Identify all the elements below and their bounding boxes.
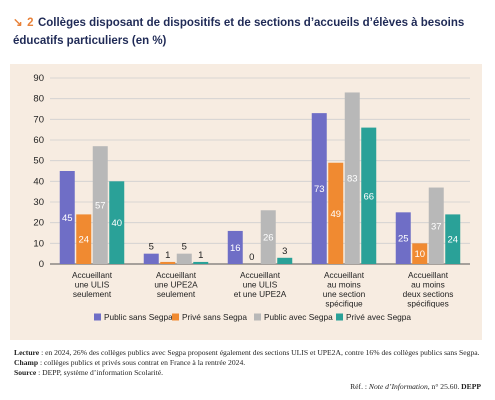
bar-value-label: 24 bbox=[78, 235, 89, 246]
bar-4-1 bbox=[311, 113, 327, 264]
bar-2-3 bbox=[176, 253, 192, 264]
bar-value-label: 1 bbox=[165, 250, 170, 261]
x-tick-label-line: une ULIS bbox=[75, 280, 110, 290]
x-tick-label-line: au moins bbox=[327, 280, 361, 290]
x-tick-label-line: deux sections bbox=[403, 289, 454, 299]
figure-title: ↘ 2 Collèges disposant de dispositifs et… bbox=[13, 13, 483, 49]
legend-swatch-1 bbox=[94, 313, 101, 321]
legend-swatch-3 bbox=[254, 313, 261, 321]
bar-value-label: 26 bbox=[263, 233, 274, 244]
bar-value-label: 0 bbox=[249, 252, 254, 263]
y-tick-label: 20 bbox=[33, 218, 44, 229]
bar-value-label: 66 bbox=[363, 191, 374, 202]
x-tick-label-line: une ULIS bbox=[243, 280, 278, 290]
figure-notes: Lecture : en 2024, 26% des collèges publ… bbox=[14, 348, 484, 378]
bar-value-label: 16 bbox=[230, 243, 241, 254]
bar-3-1 bbox=[227, 230, 243, 264]
bar-3-4 bbox=[277, 257, 293, 264]
legend-label: Public sans Segpa bbox=[104, 312, 173, 322]
y-tick-label: 50 bbox=[33, 156, 44, 167]
figure-arrow-icon: ↘ bbox=[13, 17, 23, 29]
x-tick-label-line: une UPE2A bbox=[154, 280, 198, 290]
x-tick-label: Accueillant au moins une section spécifique bbox=[323, 270, 366, 309]
bar-2-1 bbox=[143, 253, 159, 264]
reference: Réf. : Note d’Information, n° 25.60. DEP… bbox=[350, 382, 481, 391]
note-source: Source : DEPP, système d’information Sco… bbox=[14, 368, 163, 377]
bar-5-2 bbox=[412, 243, 428, 264]
x-tick-label-line: seulement bbox=[157, 289, 196, 299]
legend-label: Public avec Segpa bbox=[264, 312, 333, 322]
bar-value-label: 83 bbox=[347, 174, 358, 185]
bar-value-label: 57 bbox=[95, 201, 106, 212]
x-tick-label: Accueillant au moins deux sections spécifiq… bbox=[403, 270, 454, 309]
y-tick-label: 80 bbox=[33, 94, 44, 105]
bar-value-label: 49 bbox=[330, 209, 341, 220]
x-tick-label: Accueillant une ULIS seulement bbox=[72, 270, 113, 299]
x-tick-label-line: au moins bbox=[411, 280, 445, 290]
bar-1-1 bbox=[59, 171, 75, 264]
x-tick-label-line: et une UPE2A bbox=[234, 289, 287, 299]
bar-5-1 bbox=[395, 212, 411, 264]
x-tick-label-line: Accueillant bbox=[240, 270, 281, 280]
y-tick-label: 60 bbox=[33, 135, 44, 146]
bar-3-3 bbox=[260, 210, 276, 264]
x-tick-label: Accueillant une UPE2A seulement bbox=[154, 270, 198, 299]
x-tick-label-line: une section bbox=[323, 289, 366, 299]
bar-2-4 bbox=[193, 261, 209, 264]
figure-title-text: Collèges disposant de dispositifs et de … bbox=[13, 17, 465, 47]
bar-value-label: 3 bbox=[282, 246, 287, 257]
x-tick-label-line: seulement bbox=[73, 289, 112, 299]
y-tick-label: 30 bbox=[33, 197, 44, 208]
bar-1-3 bbox=[92, 146, 108, 264]
bar-value-label: 25 bbox=[398, 234, 409, 245]
y-tick-label: 40 bbox=[33, 176, 44, 187]
bar-value-label: 5 bbox=[149, 242, 154, 253]
x-tick-label-line: Accueillant bbox=[156, 270, 197, 280]
x-tick-label: Accueillant une ULIS et une UPE2A bbox=[234, 270, 287, 299]
legend-swatch-4 bbox=[336, 313, 343, 321]
legend-swatch-2 bbox=[172, 313, 179, 321]
bar-4-3 bbox=[344, 92, 360, 264]
y-tick-label: 90 bbox=[33, 73, 44, 84]
bar-1-4 bbox=[109, 181, 125, 264]
bar-5-3 bbox=[428, 187, 444, 264]
bar-value-label: 5 bbox=[182, 242, 187, 253]
x-tick-label-line: spécifique bbox=[325, 299, 363, 309]
y-tick-label: 70 bbox=[33, 114, 44, 125]
bar-value-label: 10 bbox=[414, 249, 425, 260]
x-tick-label-line: Accueillant bbox=[408, 270, 449, 280]
bar-value-label: 73 bbox=[314, 184, 325, 195]
bar-value-label: 45 bbox=[62, 213, 73, 224]
x-tick-label-line: Accueillant bbox=[324, 270, 365, 280]
note-lecture: Lecture : en 2024, 26% des collèges publ… bbox=[14, 348, 480, 357]
bar-value-label: 37 bbox=[431, 221, 442, 232]
bar-2-2 bbox=[160, 261, 176, 264]
legend-label: Privé avec Segpa bbox=[346, 312, 411, 322]
bar-5-4 bbox=[445, 214, 461, 264]
x-tick-label-line: Accueillant bbox=[72, 270, 113, 280]
x-tick-label-line: spécifiques bbox=[407, 299, 449, 309]
bar-4-2 bbox=[328, 162, 344, 264]
bar-value-label: 40 bbox=[111, 218, 122, 229]
bar-4-4 bbox=[361, 127, 377, 264]
bar-value-label: 1 bbox=[198, 250, 203, 261]
y-tick-label: 0 bbox=[39, 259, 44, 270]
figure-number: 2 bbox=[27, 17, 34, 29]
bar-1-2 bbox=[76, 214, 92, 264]
note-champ: Champ : collèges publics et privés sous … bbox=[14, 358, 246, 367]
legend-label: Privé sans Segpa bbox=[182, 312, 247, 322]
y-tick-label: 10 bbox=[33, 238, 44, 249]
bar-value-label: 24 bbox=[447, 235, 458, 246]
